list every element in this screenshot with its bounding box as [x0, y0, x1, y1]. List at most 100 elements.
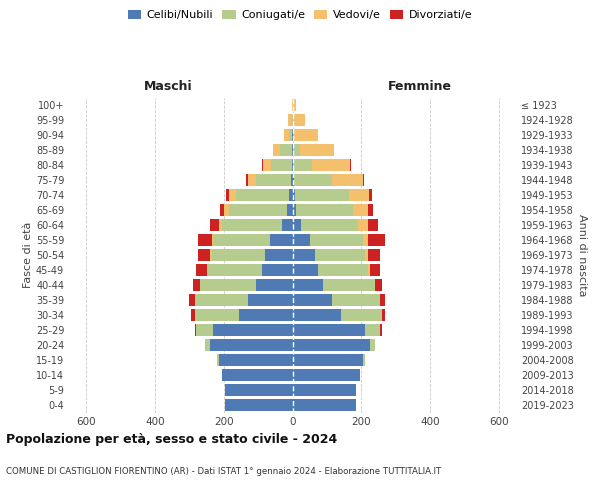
Bar — [288, 114, 291, 126]
Y-axis label: Anni di nascita: Anni di nascita — [577, 214, 587, 296]
Legend: Celibi/Nubili, Coniugati/e, Vedovi/e, Divorziati/e: Celibi/Nubili, Coniugati/e, Vedovi/e, Di… — [124, 6, 476, 25]
Bar — [368, 248, 380, 262]
Bar — [293, 188, 295, 202]
Bar — [380, 324, 382, 336]
Bar — [349, 188, 369, 202]
Bar — [263, 158, 271, 172]
Bar — [368, 218, 379, 232]
Bar — [293, 398, 356, 411]
Bar — [236, 188, 289, 202]
Bar — [270, 234, 293, 246]
Bar — [353, 204, 368, 216]
Text: Popolazione per età, sesso e stato civile - 2024: Popolazione per età, sesso e stato civil… — [6, 432, 337, 446]
Bar — [301, 218, 358, 232]
Bar — [210, 338, 293, 351]
Bar — [296, 204, 353, 216]
Bar — [210, 248, 212, 262]
Bar — [365, 248, 368, 262]
Bar — [293, 368, 359, 382]
Bar — [210, 218, 218, 232]
Bar — [218, 218, 222, 232]
Bar — [193, 278, 200, 291]
Bar — [323, 278, 375, 291]
Bar — [293, 128, 294, 141]
Bar — [229, 188, 236, 202]
Bar — [365, 324, 380, 336]
Bar — [291, 174, 293, 186]
Text: Femmine: Femmine — [388, 80, 452, 92]
Bar — [217, 354, 218, 366]
Bar — [248, 174, 256, 186]
Y-axis label: Fasce di età: Fasce di età — [23, 222, 33, 288]
Bar — [370, 338, 375, 351]
Bar — [380, 294, 385, 306]
Bar — [194, 324, 196, 336]
Bar — [220, 204, 224, 216]
Bar — [310, 234, 363, 246]
Bar — [294, 128, 318, 141]
Bar — [315, 248, 365, 262]
Bar — [222, 368, 293, 382]
Bar — [282, 218, 293, 232]
Bar — [200, 278, 256, 291]
Bar — [292, 144, 293, 156]
Bar — [214, 234, 270, 246]
Bar — [265, 248, 293, 262]
Text: Maschi: Maschi — [143, 80, 193, 92]
Bar — [198, 234, 212, 246]
Bar — [262, 158, 263, 172]
Bar — [262, 264, 293, 276]
Bar — [370, 264, 380, 276]
Bar — [293, 278, 323, 291]
Bar — [368, 264, 370, 276]
Bar — [246, 174, 248, 186]
Bar — [222, 218, 282, 232]
Bar — [293, 158, 312, 172]
Text: COMUNE DI CASTIGLION FIORENTINO (AR) - Dati ISTAT 1° gennaio 2024 - Elaborazione: COMUNE DI CASTIGLION FIORENTINO (AR) - D… — [6, 468, 441, 476]
Bar — [293, 204, 296, 216]
Bar — [239, 308, 293, 322]
Bar — [212, 248, 265, 262]
Bar — [226, 384, 293, 396]
Bar — [363, 354, 365, 366]
Bar — [226, 398, 293, 411]
Bar — [294, 174, 332, 186]
Bar — [224, 204, 229, 216]
Bar — [205, 338, 210, 351]
Bar — [293, 144, 300, 156]
Bar — [191, 308, 194, 322]
Bar — [196, 324, 214, 336]
Bar — [293, 114, 305, 126]
Bar — [368, 234, 385, 246]
Bar — [318, 264, 368, 276]
Bar — [332, 294, 380, 306]
Bar — [293, 294, 332, 306]
Bar — [291, 114, 293, 126]
Bar — [206, 264, 262, 276]
Bar — [256, 174, 291, 186]
Bar — [312, 158, 350, 172]
Bar — [362, 174, 364, 186]
Bar — [271, 158, 292, 172]
Bar — [293, 384, 356, 396]
Bar — [363, 234, 368, 246]
Bar — [284, 128, 289, 141]
Bar — [293, 98, 296, 112]
Bar — [248, 294, 293, 306]
Bar — [293, 248, 315, 262]
Bar — [382, 308, 385, 322]
Bar — [194, 308, 239, 322]
Bar — [295, 188, 349, 202]
Bar — [198, 248, 210, 262]
Bar — [358, 218, 368, 232]
Bar — [289, 188, 293, 202]
Bar — [293, 174, 294, 186]
Bar — [368, 204, 373, 216]
Bar — [218, 354, 293, 366]
Bar — [369, 188, 372, 202]
Bar — [194, 294, 248, 306]
Bar — [341, 308, 382, 322]
Bar — [287, 204, 293, 216]
Bar — [300, 144, 334, 156]
Bar — [229, 204, 287, 216]
